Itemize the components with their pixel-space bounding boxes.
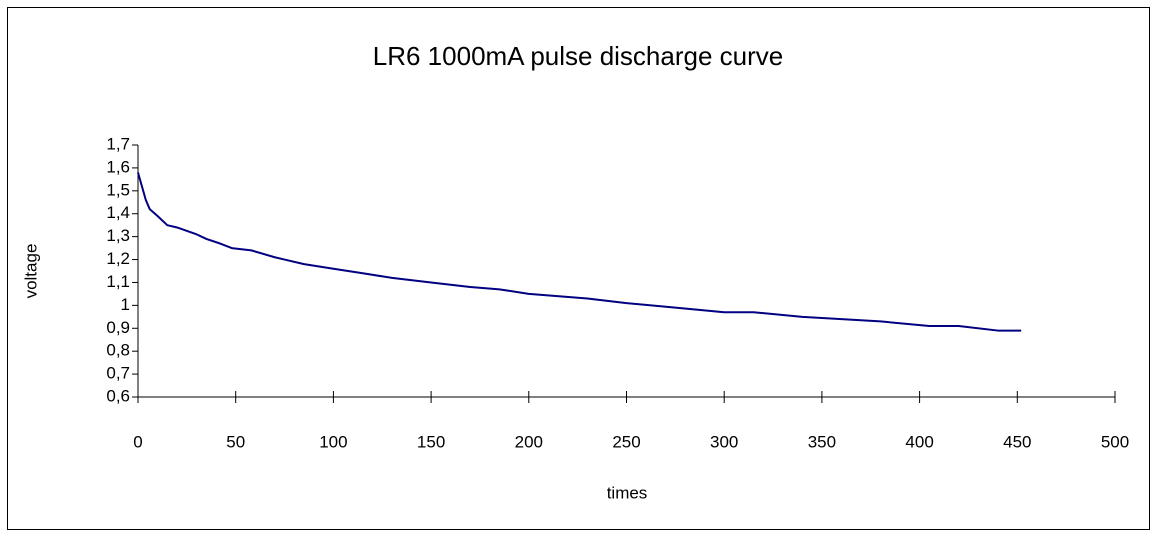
x-tick-label: 200 <box>515 432 543 451</box>
x-tick-label: 500 <box>1101 432 1129 451</box>
y-tick-label: 1,7 <box>106 134 130 153</box>
y-tick-label: 1,4 <box>106 203 130 222</box>
y-tick-label: 0,6 <box>106 386 130 405</box>
y-tick-label: 0,7 <box>106 364 130 383</box>
x-tick-label: 400 <box>905 432 933 451</box>
y-tick-label: 1,6 <box>106 157 130 176</box>
y-tick-label: 1,2 <box>106 249 130 268</box>
x-tick-label: 0 <box>133 432 142 451</box>
y-tick-label: 1,3 <box>106 226 130 245</box>
y-tick-label: 1,1 <box>106 272 130 291</box>
y-tick-label: 0,8 <box>106 341 130 360</box>
x-tick-label: 250 <box>612 432 640 451</box>
x-tick-label: 350 <box>808 432 836 451</box>
y-tick-label: 1 <box>121 295 130 314</box>
y-tick-label: 1,5 <box>106 180 130 199</box>
x-axis-label: times <box>607 483 648 502</box>
chart-frame <box>7 7 1150 530</box>
y-tick-label: 0,9 <box>106 318 130 337</box>
chart-title: LR6 1000mA pulse discharge curve <box>373 41 783 71</box>
x-tick-label: 450 <box>1003 432 1031 451</box>
x-tick-label: 100 <box>319 432 347 451</box>
y-axis-label: voltage <box>21 244 40 299</box>
x-tick-label: 50 <box>226 432 245 451</box>
x-tick-label: 150 <box>417 432 445 451</box>
x-tick-label: 300 <box>710 432 738 451</box>
data-line <box>137 172 1022 332</box>
